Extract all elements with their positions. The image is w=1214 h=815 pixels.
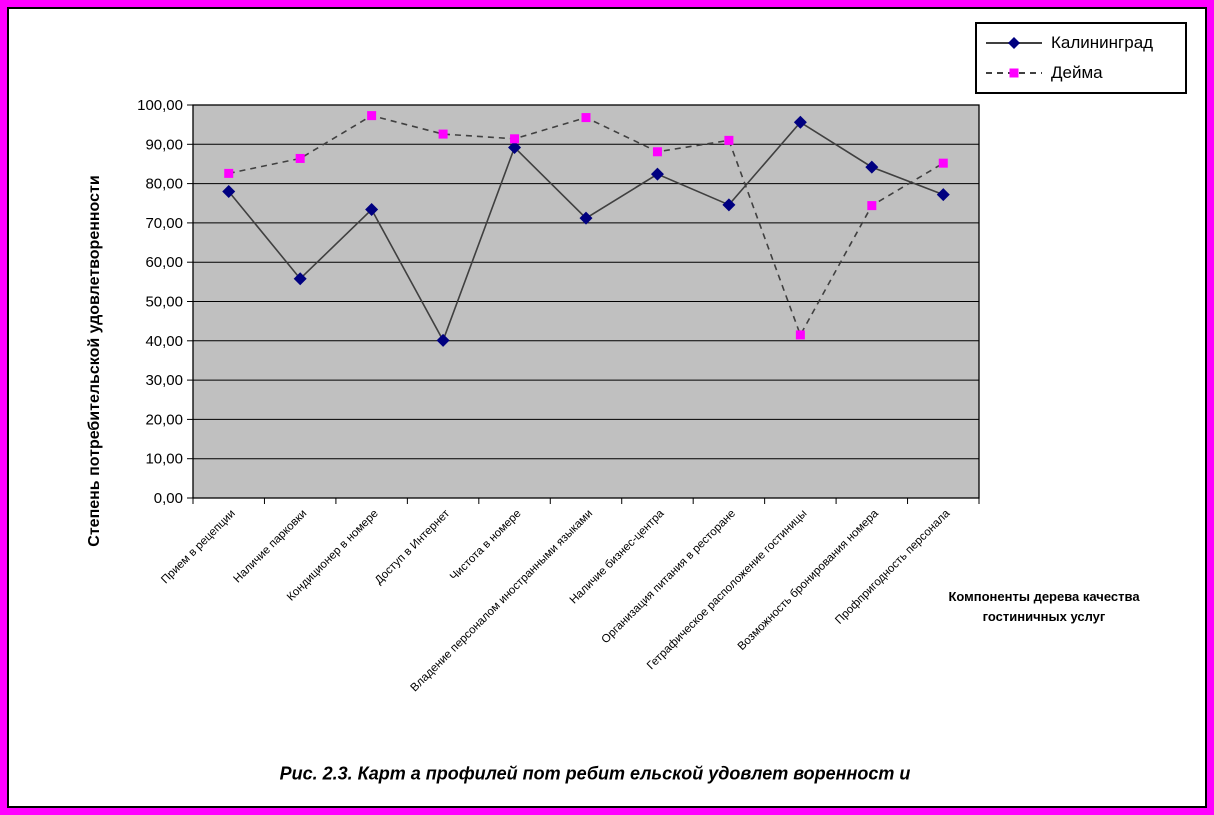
series-marker-Калининград bbox=[865, 160, 879, 174]
y-tick-label: 60,00 bbox=[145, 254, 183, 271]
x-category-label: Чистота в номере bbox=[448, 508, 524, 584]
square-marker-icon bbox=[986, 68, 1042, 78]
series-marker-Дейма bbox=[295, 153, 305, 163]
series-marker-Калининград bbox=[436, 333, 450, 347]
x-axis-title-line2: гостиничных услуг bbox=[982, 609, 1106, 624]
series-marker-Калининград bbox=[793, 115, 807, 129]
series-marker-Дейма bbox=[438, 129, 448, 139]
legend-label: Калининград bbox=[1051, 33, 1154, 52]
x-axis-title-line1: Компоненты дерева качества bbox=[948, 589, 1140, 604]
y-tick-label: 40,00 bbox=[145, 333, 183, 350]
x-category-label: Доступ в Интернет bbox=[373, 507, 453, 587]
legend-item: Дейма bbox=[985, 63, 1181, 83]
series-marker-Калининград bbox=[722, 198, 736, 212]
legend-item: Калининград bbox=[985, 33, 1181, 53]
figure-caption: Рис. 2.3. Карт а профилей пот ребит ельс… bbox=[279, 763, 911, 784]
series-marker-Дейма bbox=[652, 147, 662, 157]
x-category-label: Гетрафическое расположение гостиницы bbox=[645, 508, 809, 672]
y-tick-label: 20,00 bbox=[145, 411, 183, 428]
series-marker-Калининград bbox=[222, 184, 236, 198]
series-marker-Калининград bbox=[365, 203, 379, 217]
plot-border bbox=[192, 104, 980, 499]
y-tick-label: 90,00 bbox=[145, 136, 183, 153]
series-marker-Дейма bbox=[724, 135, 734, 145]
y-axis-title: Степень потребительской удовлетворенност… bbox=[86, 175, 103, 547]
chart-plot: 0,00 10,00 20,00 30,00 40,00 50,00 60,00 70,00 8… bbox=[137, 97, 980, 694]
diamond-marker-icon bbox=[986, 37, 1042, 49]
legend: Калининград Дейма bbox=[975, 22, 1187, 94]
x-axis-title: Компоненты дерева качества гостиничных у… bbox=[929, 587, 1159, 627]
series-marker-Калининград bbox=[936, 188, 950, 202]
y-tick-label: 100,00 bbox=[137, 97, 183, 114]
series-marker-Калининград bbox=[508, 140, 522, 154]
chart-canvas: 0,00 10,00 20,00 30,00 40,00 50,00 60,00 70,00 8… bbox=[7, 7, 1207, 808]
x-category-label: Организация питания в ресторане bbox=[600, 508, 738, 646]
series-marker-Дейма bbox=[581, 113, 591, 123]
legend-label: Дейма bbox=[1051, 63, 1103, 82]
series-marker-Дейма bbox=[510, 134, 520, 144]
series-marker-Калининград bbox=[293, 272, 307, 286]
y-tick-label: 70,00 bbox=[145, 215, 183, 232]
x-category-label: Прием в рецепции bbox=[159, 508, 238, 587]
series-marker-Дейма bbox=[795, 330, 805, 340]
series-marker-Дейма bbox=[938, 158, 948, 168]
y-tick-label: 80,00 bbox=[145, 176, 183, 193]
series-marker-Калининград bbox=[579, 211, 593, 225]
series-marker-Дейма bbox=[224, 168, 234, 178]
x-category-label: Наличие парковки bbox=[232, 508, 310, 586]
series-marker-Калининград bbox=[650, 167, 664, 181]
x-category-label: Возможность бронирования номера bbox=[736, 507, 882, 653]
series-marker-Дейма bbox=[367, 111, 377, 121]
y-tick-label: 30,00 bbox=[145, 372, 183, 389]
series-marker-Дейма bbox=[867, 201, 877, 211]
y-tick-label: 0,00 bbox=[154, 490, 183, 507]
y-tick-label: 50,00 bbox=[145, 294, 183, 311]
y-tick-label: 10,00 bbox=[145, 451, 183, 468]
